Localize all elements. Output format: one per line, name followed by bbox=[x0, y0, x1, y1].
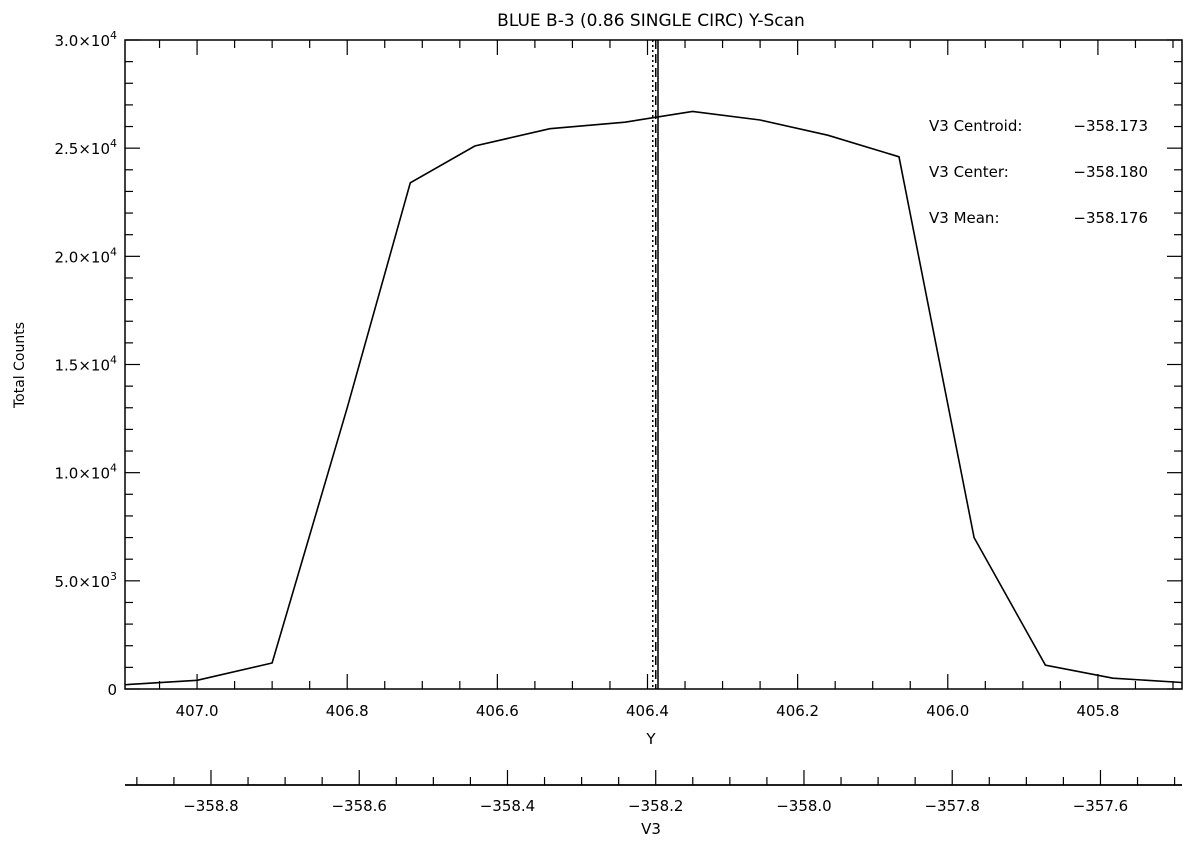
y-tick-label: 2.0×104 bbox=[54, 245, 117, 266]
v3-axis-label: V3 bbox=[641, 820, 661, 838]
annotation-label: V3 Mean: bbox=[929, 209, 1000, 227]
x-tick-label: 406.8 bbox=[326, 702, 369, 720]
y-tick-label: 5.0×103 bbox=[54, 570, 117, 591]
x-tick-label: 406.0 bbox=[926, 702, 969, 720]
v3-tick-label: −357.8 bbox=[924, 797, 980, 815]
v3-tick-label: −358.0 bbox=[776, 797, 832, 815]
x-axis-label: Y bbox=[645, 730, 656, 748]
annotation-label: V3 Centroid: bbox=[929, 117, 1022, 135]
annotation-value: −358.176 bbox=[1073, 209, 1148, 227]
x-tick-label: 406.6 bbox=[476, 702, 519, 720]
x-tick-label: 406.4 bbox=[626, 702, 669, 720]
annotation-label: V3 Center: bbox=[929, 163, 1009, 181]
v3-tick-label: −358.8 bbox=[183, 797, 239, 815]
vertical-markers bbox=[651, 40, 659, 689]
y-tick-label: 1.5×104 bbox=[54, 354, 117, 375]
x-axis: 407.0 406.8 406.6 406.4 406.2 406.0 405.8 bbox=[158, 40, 1174, 720]
series-line bbox=[124, 110, 1183, 686]
plot-frame bbox=[124, 39, 1183, 690]
annotation-value: −358.173 bbox=[1073, 117, 1148, 135]
v3-tick-label: −357.6 bbox=[1073, 797, 1129, 815]
v3-tick-label: −358.2 bbox=[628, 797, 684, 815]
y-tick-label: 0 bbox=[107, 681, 117, 699]
x-tick-label: 407.0 bbox=[176, 702, 219, 720]
x-tick-label: 406.2 bbox=[776, 702, 819, 720]
annotation-block: V3 Centroid: −358.173 V3 Center: −358.180 V3… bbox=[929, 117, 1148, 227]
v3-tick-label: −358.6 bbox=[331, 797, 387, 815]
x-tick-label: 405.8 bbox=[1076, 702, 1119, 720]
y-axis: 0 5.0×103 1.0×104 1.5×104 2.0×104 2.5×104 3.0×… bbox=[54, 29, 1182, 699]
annotation-value: −358.180 bbox=[1073, 163, 1148, 181]
y-axis-label: Total Counts bbox=[12, 322, 28, 409]
chart-title: BLUE B-3 (0.86 SINGLE CIRC) Y-Scan bbox=[497, 11, 805, 31]
v3-axis: −358.8 −358.6 −358.4 −358.2 −358.0 −357.8 −357… bbox=[136, 770, 1176, 815]
y-tick-label: 2.5×104 bbox=[54, 137, 117, 158]
y-tick-label: 3.0×104 bbox=[54, 29, 117, 50]
v3-tick-label: −358.4 bbox=[480, 797, 536, 815]
y-tick-label: 1.0×104 bbox=[54, 462, 117, 483]
